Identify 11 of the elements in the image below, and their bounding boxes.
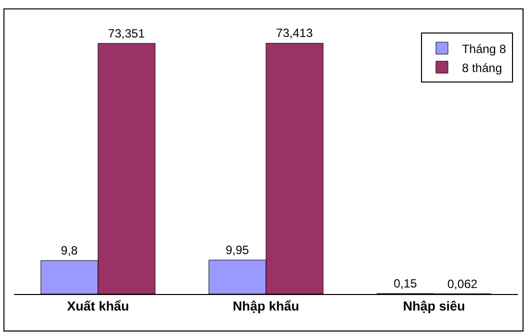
data-label: 0,062 <box>447 276 478 291</box>
x-tick-label: Nhập khẩu <box>232 298 300 314</box>
data-label: 9,8 <box>60 244 78 258</box>
data-label: 0,15 <box>394 276 418 290</box>
x-tick-label: Xuất khẩu <box>66 298 130 314</box>
data-label: 73,413 <box>276 26 314 40</box>
legend-label: Tháng 8 <box>462 42 506 56</box>
legend-label: 8 tháng <box>462 60 502 75</box>
data-label: 73,351 <box>108 26 146 40</box>
x-tick-label: Nhập siêu <box>402 298 466 314</box>
data-label: 9,95 <box>226 243 250 258</box>
